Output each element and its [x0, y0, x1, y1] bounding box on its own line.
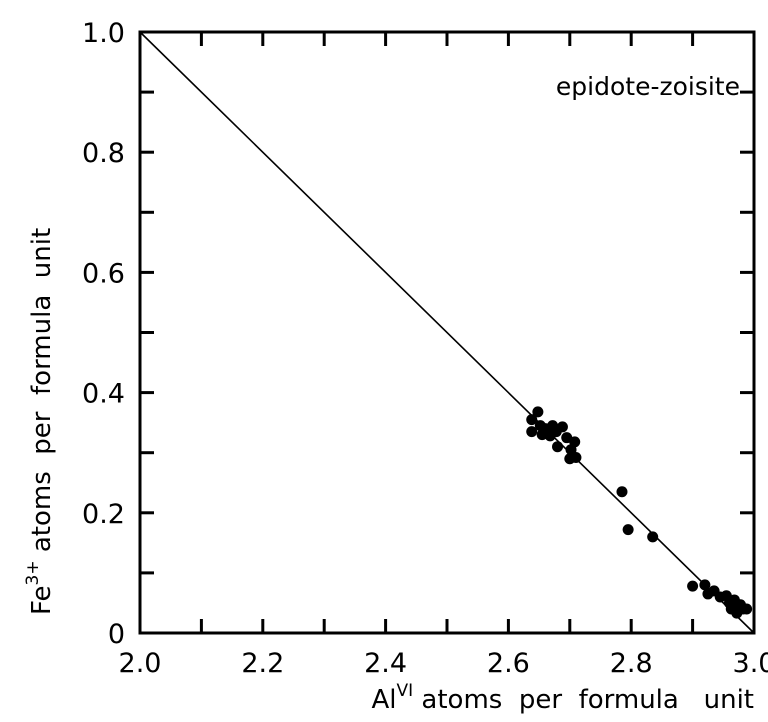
y-axis-label-rest: atoms per formula unit	[27, 228, 57, 561]
x-tick-label-4: 2.8	[610, 648, 653, 679]
y-axis-label-base: Fe	[27, 585, 57, 615]
annotation-label: epidote-zoisite	[556, 72, 740, 101]
data-point-9	[552, 441, 564, 453]
y-tick-label-1: 0.2	[82, 499, 125, 530]
y-tick-label-0: 0	[108, 619, 125, 650]
data-point-14	[569, 436, 581, 448]
x-tick-label-0: 2.0	[119, 648, 162, 679]
x-axis-label-base: Al	[371, 685, 396, 715]
data-point-20	[699, 579, 711, 591]
data-point-17	[622, 524, 634, 536]
data-point-15	[570, 452, 582, 464]
x-tick-label-2: 2.4	[364, 648, 407, 679]
data-point-0	[526, 414, 538, 426]
y-tick-label-2: 0.4	[82, 379, 125, 410]
y-axis-label-superscript: 3+	[23, 560, 43, 585]
x-tick-label-3: 2.6	[487, 648, 530, 679]
data-point-2	[532, 406, 544, 418]
x-axis-label-rest: atoms per formula unit	[413, 685, 754, 715]
data-points	[526, 406, 753, 619]
data-point-18	[647, 531, 659, 543]
y-tick-label-5: 1.0	[82, 18, 125, 49]
y-tick-label-4: 0.8	[82, 138, 125, 169]
x-axis-label-superscript: VI	[397, 681, 414, 701]
reference-line	[139, 31, 755, 634]
data-point-10	[556, 421, 568, 433]
y-axis-label: Fe3+ atoms per formula unit	[23, 228, 57, 615]
x-tick-label-5: 3.0	[733, 648, 768, 679]
data-point-19	[687, 580, 699, 592]
x-tick-label-1: 2.2	[241, 648, 284, 679]
x-axis-label: AlVI atoms per formula unit	[371, 681, 754, 715]
y-tick-label-3: 0.6	[82, 258, 125, 289]
data-point-16	[616, 486, 628, 498]
data-point-1	[526, 426, 538, 438]
axis-ticks: 2.0 2.2 2.4 2.6 2.8 3.0 0 0.2 0.4 0.6 0.8 1.0	[82, 18, 768, 679]
data-point-31	[741, 603, 753, 615]
